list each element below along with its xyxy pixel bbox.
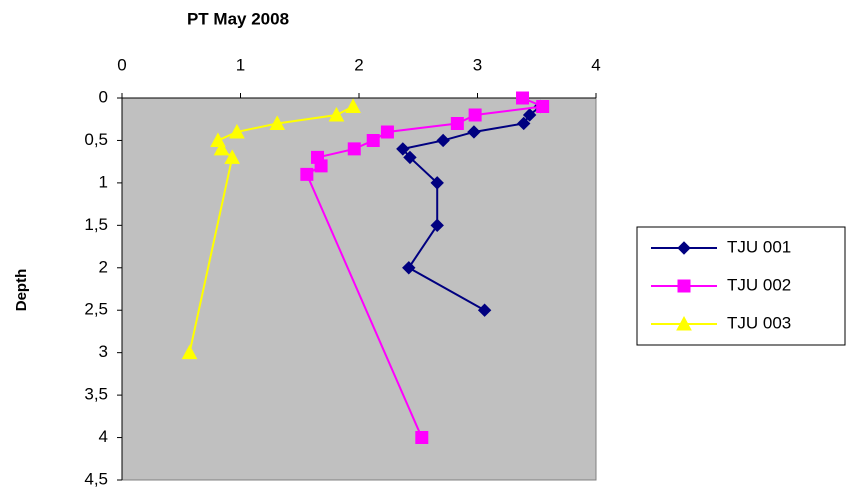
marker <box>269 115 286 130</box>
marker <box>328 106 345 122</box>
x-tick-label: 1 <box>236 55 245 74</box>
marker <box>468 108 482 122</box>
marker <box>224 149 241 164</box>
marker <box>380 125 394 139</box>
marker <box>366 133 380 147</box>
marker <box>415 431 429 445</box>
legend-marker <box>677 279 691 293</box>
y-tick-label: 3,5 <box>84 385 108 404</box>
marker <box>536 99 550 113</box>
marker <box>314 159 328 173</box>
marker <box>430 176 444 190</box>
marker <box>229 123 245 139</box>
x-tick-label: 0 <box>117 55 126 74</box>
y-axis-label: Depth <box>13 269 30 312</box>
marker <box>300 167 314 181</box>
x-tick-label: 3 <box>473 55 482 74</box>
marker <box>181 344 198 360</box>
marker <box>345 98 361 113</box>
y-tick-label: 3 <box>99 342 108 361</box>
marker <box>396 142 410 156</box>
y-tick-label: 1 <box>99 172 108 191</box>
marker <box>402 261 416 275</box>
marker <box>436 133 450 148</box>
legend-marker <box>676 315 692 331</box>
x-tick-label: 2 <box>354 55 363 74</box>
legend-label: TJU 003 <box>727 313 791 332</box>
legend-label: TJU 001 <box>727 237 791 256</box>
x-tick-label: 4 <box>591 55 600 74</box>
marker <box>517 116 531 131</box>
y-tick-label: 2,5 <box>84 300 108 319</box>
plot-area <box>121 97 597 481</box>
chart-title: PT May 2008 <box>187 9 289 28</box>
legend-label: TJU 002 <box>727 275 791 294</box>
legend-marker <box>677 241 691 255</box>
marker <box>347 142 361 156</box>
marker <box>430 218 444 233</box>
marker <box>516 91 530 105</box>
y-tick-label: 0,5 <box>84 130 108 149</box>
y-tick-label: 2 <box>99 257 108 276</box>
marker <box>213 140 230 156</box>
y-tick-label: 0 <box>99 87 108 106</box>
marker <box>522 108 537 122</box>
y-tick-label: 4,5 <box>84 469 108 487</box>
marker <box>467 125 481 139</box>
y-tick-label: 4 <box>99 427 108 446</box>
marker <box>450 116 464 130</box>
y-tick-label: 1,5 <box>84 215 108 234</box>
marker <box>477 303 492 317</box>
marker <box>403 150 417 165</box>
